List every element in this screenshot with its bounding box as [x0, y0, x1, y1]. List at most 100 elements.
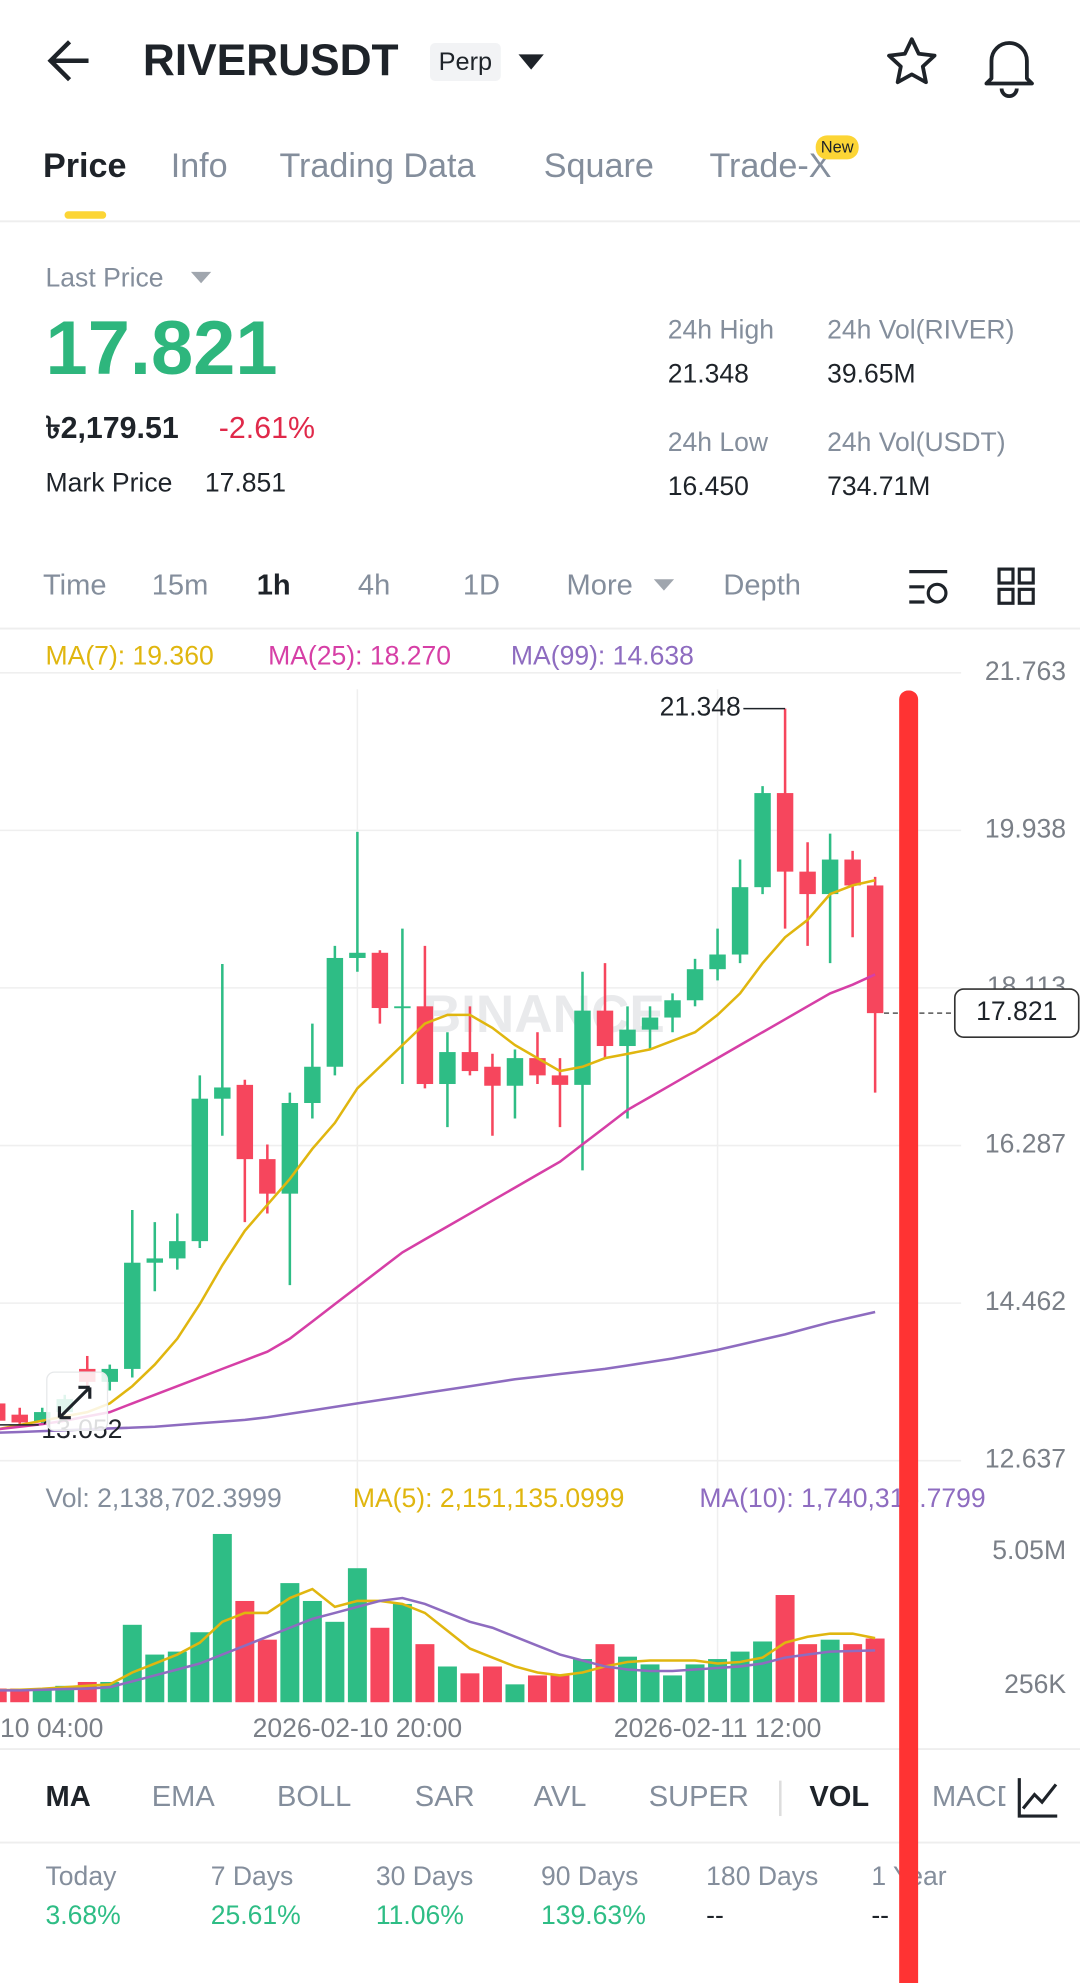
indicator[interactable]: SAR [415, 1781, 475, 1813]
volume-bar [280, 1583, 300, 1703]
symbol-dropdown[interactable] [518, 54, 544, 70]
mark-price-label: Mark Price [46, 467, 173, 497]
volume-bar [235, 1600, 255, 1703]
volume-bar [302, 1600, 322, 1703]
interval[interactable]: Depth [723, 570, 801, 602]
indicator[interactable]: MA [46, 1781, 91, 1813]
candle-body [394, 1006, 411, 1009]
legend-entry: MA(5): 2,151,135.0999 [353, 1483, 625, 1513]
back-button[interactable] [47, 40, 89, 82]
period-return: -- [871, 1900, 889, 1930]
candle-body [461, 1052, 479, 1072]
candle-body [551, 1075, 569, 1085]
tab[interactable]: Trading Data [279, 147, 475, 185]
last-price: 17.821 [46, 306, 278, 391]
y-tick-label: 12.637 [985, 1444, 1066, 1474]
candle-body [34, 1412, 51, 1423]
volume-bar [257, 1639, 277, 1703]
stat-value: 16.450 [668, 471, 749, 501]
volume-bar [775, 1595, 795, 1703]
interval[interactable]: 15m [152, 570, 209, 602]
period-label: 7 Days [211, 1861, 294, 1891]
price-change: -2.61% [219, 412, 315, 445]
volume-bar [820, 1639, 840, 1703]
ma-line [0, 1310, 876, 1434]
new-badge-bg [815, 135, 859, 160]
volume-bar [505, 1684, 525, 1703]
indicator[interactable]: VOL [809, 1781, 869, 1813]
period-return: 139.63% [541, 1900, 646, 1930]
tab[interactable]: Price [43, 147, 126, 185]
indicator-settings[interactable] [1017, 1778, 1058, 1818]
legend-entry: MA(10): 1,740,315.7799 [699, 1483, 985, 1513]
interval[interactable]: Time [43, 570, 107, 602]
volume-bar [482, 1666, 502, 1703]
volume-bar [708, 1659, 728, 1703]
volume-bar [437, 1666, 457, 1703]
candle-body [349, 952, 366, 958]
alert-button[interactable] [984, 41, 1034, 98]
candle-body [641, 1017, 659, 1030]
indicator[interactable]: BOLL [277, 1781, 351, 1813]
candle-body [596, 1010, 614, 1047]
volume-bar [370, 1627, 390, 1703]
period-return: 3.68% [46, 1900, 121, 1930]
volume-bar [798, 1644, 818, 1703]
layout-button[interactable] [997, 567, 1035, 605]
volume-bar [415, 1644, 435, 1703]
y-tick-label: 21.763 [985, 656, 1066, 686]
candle-body [0, 1403, 6, 1421]
interval[interactable]: 1D [463, 570, 500, 602]
badge-bg [429, 43, 501, 81]
candle-body [574, 1010, 591, 1085]
fullscreen-button[interactable] [46, 1371, 109, 1431]
favorite-button[interactable] [887, 37, 937, 85]
candle-body [664, 1000, 681, 1018]
candle-body [754, 793, 771, 888]
indicator[interactable]: AVL [534, 1781, 587, 1813]
candle-body [371, 952, 389, 1009]
period-return: 25.61% [211, 1900, 301, 1930]
candle-body [304, 1066, 321, 1104]
last-price-label: Last Price [46, 263, 164, 293]
volume-bar [843, 1644, 863, 1703]
volume-bar [190, 1632, 210, 1703]
indicator[interactable]: SUPER [649, 1781, 749, 1813]
interval[interactable]: More [567, 570, 633, 602]
chart-settings-button[interactable] [909, 570, 948, 604]
candle-body [281, 1103, 299, 1194]
stat-label: 24h Low [668, 427, 769, 457]
y-tick-label: 16.287 [985, 1129, 1066, 1159]
volume-bar [325, 1621, 345, 1703]
candle-body [146, 1258, 164, 1263]
y-tick-label: 14.462 [985, 1286, 1066, 1316]
tab[interactable]: Info [171, 147, 228, 185]
last-price-tag [953, 988, 1080, 1038]
interval[interactable]: 4h [358, 570, 390, 602]
interval[interactable]: 1h [257, 570, 291, 602]
volume-bar [550, 1675, 570, 1703]
indicator[interactable]: EMA [152, 1781, 216, 1813]
y-tick-label: 256K [1004, 1669, 1066, 1699]
stat-label: 24h Vol(RIVER) [827, 314, 1014, 344]
tab-indicator [64, 211, 107, 219]
indicator[interactable]: MACD [932, 1781, 1018, 1813]
stat-label: 24h High [668, 314, 774, 344]
volume-label: Vol: 2,138,702.3999 [46, 1483, 282, 1513]
candle-body [124, 1262, 141, 1369]
volume-bar [347, 1568, 367, 1703]
candle-body [236, 1084, 254, 1160]
dropdown-icon[interactable] [190, 271, 212, 284]
volume-bar [573, 1659, 592, 1703]
tab[interactable]: Trade-X [709, 147, 831, 185]
x-tick-label: 2026-02-11 12:00 [614, 1713, 822, 1743]
stat-value: 39.65M [827, 359, 916, 389]
stat-value: 734.71M [827, 471, 930, 501]
candle-body [191, 1098, 209, 1242]
volume-bar [32, 1688, 52, 1703]
tab[interactable]: Square [544, 147, 654, 185]
period-label: 90 Days [541, 1861, 638, 1891]
volume-bar [167, 1651, 187, 1703]
volume-bar [212, 1533, 232, 1703]
